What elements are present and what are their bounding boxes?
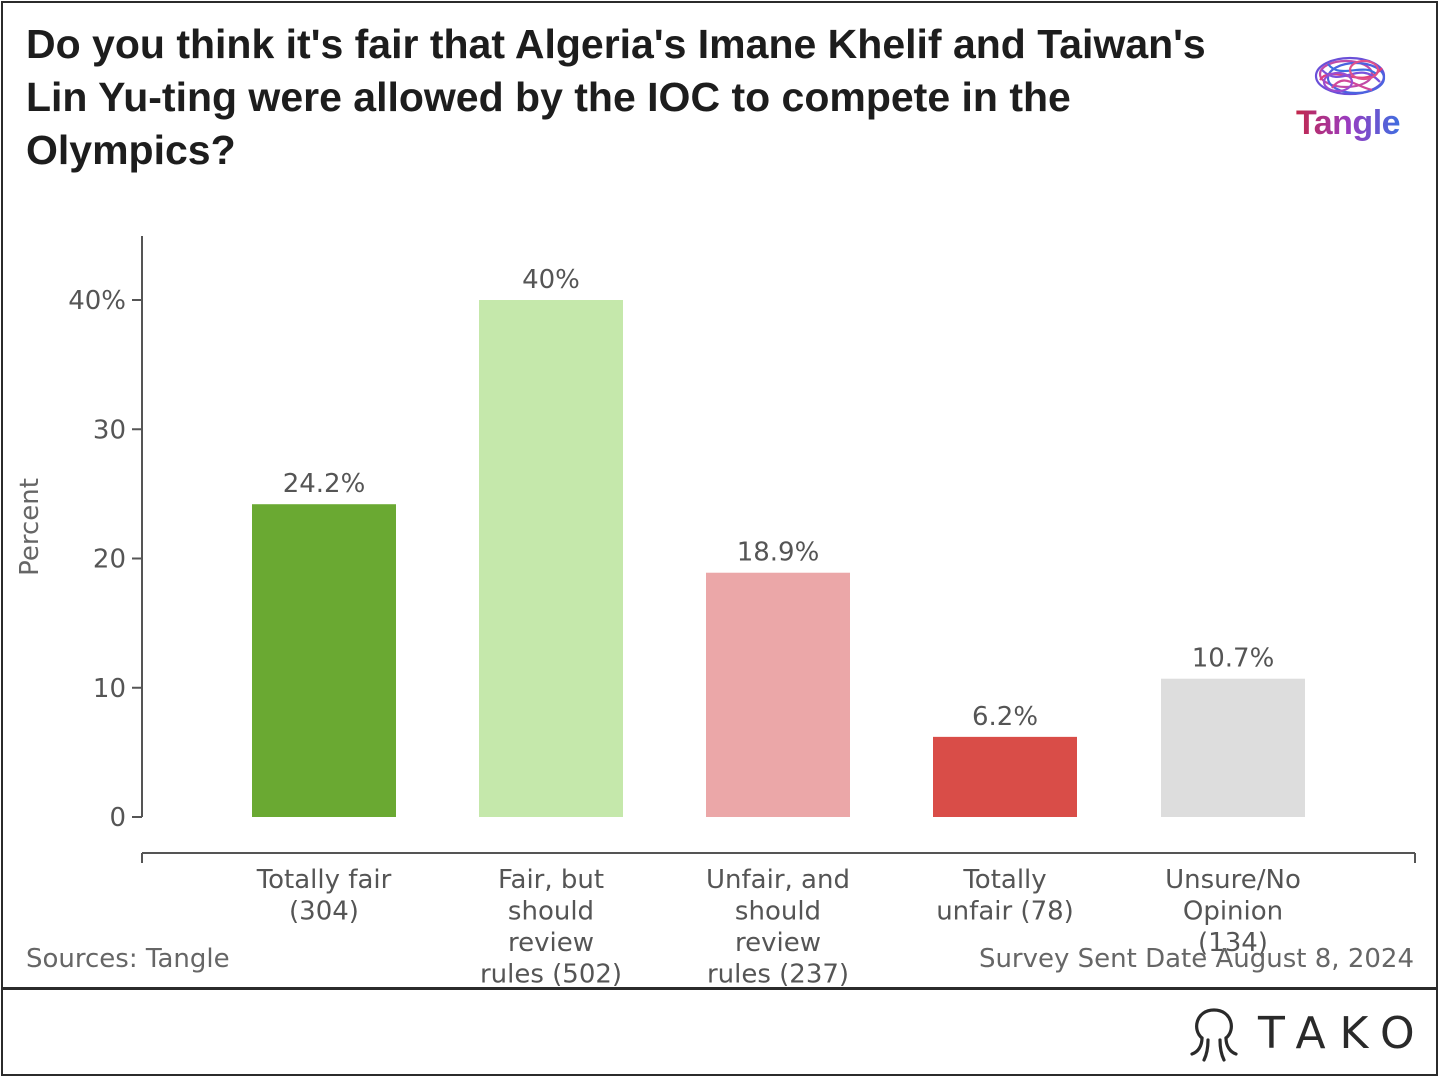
x-category-label: Totally fair (304) [256, 865, 392, 927]
x-category-label-line: rules (237) [707, 960, 849, 990]
tako-logo-icon [1190, 1008, 1238, 1062]
x-category-label-line: unfair (78) [936, 897, 1074, 927]
bar-value-label: 24.2% [283, 469, 366, 499]
bar-value-label: 18.9% [737, 538, 820, 568]
x-category-label-line: rules (502) [480, 960, 622, 990]
x-category-label-line: Totally [962, 865, 1046, 895]
x-category-label-line: should [735, 897, 821, 927]
bar [252, 504, 396, 817]
bar [933, 736, 1077, 817]
bar-value-label: 6.2% [972, 702, 1038, 732]
survey-date-note: Survey Sent Date August 8, 2024 [978, 944, 1414, 974]
x-category-label-line: should [508, 897, 594, 927]
x-category-label: Unfair, and should review rules (237) [706, 865, 850, 990]
bar-value-label: 10.7% [1192, 644, 1275, 674]
x-category-label-line: Unsure/No [1165, 865, 1301, 895]
tangle-logo-icon [1314, 56, 1386, 96]
y-tick-label: 20 [93, 545, 126, 575]
x-category-label-line: review [508, 928, 594, 958]
y-tick-label: 10 [93, 674, 126, 704]
x-category-label-line: Fair, but [498, 865, 604, 895]
x-category-label: Fair, but should review rules (502) [480, 865, 622, 990]
x-category-label-line: review [735, 928, 821, 958]
y-tick-label: 40% [68, 286, 126, 316]
tangle-logo-text: Tangle [1296, 104, 1401, 142]
x-category-label-line: (134) [1198, 928, 1268, 958]
tako-wordmark: TAKO [1258, 1008, 1429, 1059]
x-category-label: Unsure/No Opinion (134) [1165, 865, 1301, 958]
x-category-label-line: (304) [289, 897, 359, 927]
bar [706, 572, 850, 817]
chart-title: Do you think it's fair that Algeria's Im… [26, 21, 1206, 173]
source-note: Sources: Tangle [26, 944, 230, 974]
x-category-label-line: Opinion [1183, 897, 1283, 927]
y-axis-title: Percent [15, 478, 45, 576]
bar [1161, 678, 1305, 817]
x-category-label-line: Unfair, and [706, 865, 850, 895]
y-tick-label: 30 [93, 415, 126, 445]
bar [479, 300, 623, 817]
x-category-label: Totally unfair (78) [936, 865, 1074, 927]
y-tick-label: 0 [109, 803, 126, 833]
footer-divider [3, 987, 1436, 990]
bar-value-label: 40% [522, 265, 580, 295]
x-category-label-line: Totally fair [256, 865, 392, 895]
